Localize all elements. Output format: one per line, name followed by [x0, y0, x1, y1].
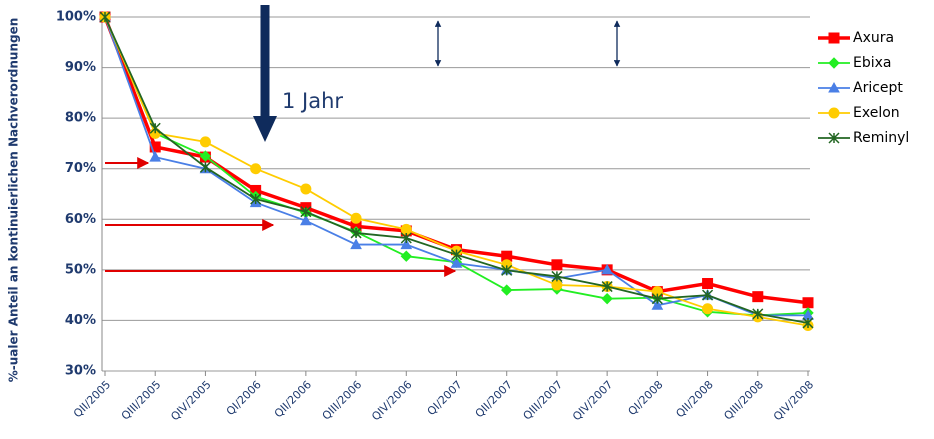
x-tick-label: QIV/2008 — [771, 378, 816, 423]
y-tick-label: 40% — [65, 313, 96, 328]
marker — [551, 270, 563, 282]
marker — [400, 223, 412, 235]
marker — [702, 303, 714, 315]
marker — [199, 161, 211, 173]
x-tick-label: QIV/2006 — [369, 378, 414, 423]
marker — [702, 289, 714, 301]
y-tick-label: 30% — [65, 364, 96, 379]
marker — [752, 291, 764, 303]
x-tick-label: QII/2008 — [673, 378, 715, 420]
legend-label: Reminyl — [853, 130, 909, 146]
marker — [651, 299, 664, 310]
marker — [400, 250, 412, 262]
legend-marker — [828, 57, 840, 69]
marker — [802, 317, 814, 329]
legend-marker — [828, 81, 840, 93]
marker — [300, 214, 312, 226]
marker — [450, 257, 463, 268]
marker — [350, 238, 362, 250]
y-tick-label: 80% — [65, 111, 96, 126]
x-tick-label: QI/2008 — [626, 378, 666, 418]
series — [99, 11, 814, 329]
y-tick-label: 90% — [65, 60, 96, 75]
marker — [300, 183, 312, 195]
x-tick-label: QIII/2007 — [521, 378, 566, 423]
marker — [702, 278, 714, 290]
marker — [651, 293, 663, 305]
marker — [752, 308, 764, 320]
marker — [601, 281, 613, 293]
legend-label: Exelon — [853, 105, 900, 121]
legend-marker — [828, 32, 840, 44]
marker — [802, 297, 814, 309]
x-tick-label: QII/2005 — [71, 378, 113, 420]
y-tick-label: 60% — [65, 212, 96, 227]
x-tick-label: QII/2006 — [272, 378, 314, 420]
x-tick-label: QI/2006 — [224, 378, 264, 418]
x-tick-label: QIII/2006 — [320, 378, 365, 423]
x-tick-label: QIV/2007 — [570, 378, 615, 423]
annotation: 1 Jahr — [282, 89, 343, 113]
y-tick-label: 70% — [65, 161, 96, 176]
legend-label: Aricept — [853, 80, 903, 96]
marker — [350, 212, 362, 224]
marker — [400, 238, 413, 250]
x-tick-label: QII/2007 — [473, 378, 515, 420]
y-tick-label: 50% — [65, 262, 96, 277]
marker — [400, 232, 412, 244]
marker — [450, 249, 463, 261]
legend-label: Ebixa — [853, 55, 892, 71]
x-tick-label: QIII/2008 — [721, 378, 766, 423]
x-tick-label: QIV/2005 — [168, 378, 213, 423]
legend-label: Axura — [853, 30, 894, 46]
marker — [149, 151, 162, 162]
marker — [551, 259, 563, 271]
y-axis-label: %-ualer Anteil an kontinuierlichen Nachv… — [7, 18, 21, 383]
legend-marker — [828, 132, 840, 144]
x-tick-label: QIII/2005 — [119, 378, 164, 423]
marker — [199, 136, 211, 148]
marker — [601, 263, 613, 275]
marker — [300, 206, 312, 218]
marker — [149, 122, 161, 134]
arrow-head — [253, 116, 277, 142]
marker — [551, 279, 563, 291]
marker — [250, 193, 262, 205]
marker — [601, 292, 613, 305]
marker — [250, 163, 262, 175]
line — [104, 16, 809, 324]
y-tick-label: 100% — [56, 10, 96, 25]
marker — [501, 284, 513, 296]
marker — [350, 227, 362, 239]
marker — [99, 11, 111, 23]
x-tick-label: QI/2007 — [425, 378, 465, 418]
marker — [501, 264, 513, 276]
legend-marker — [828, 107, 840, 119]
marker — [199, 150, 212, 162]
